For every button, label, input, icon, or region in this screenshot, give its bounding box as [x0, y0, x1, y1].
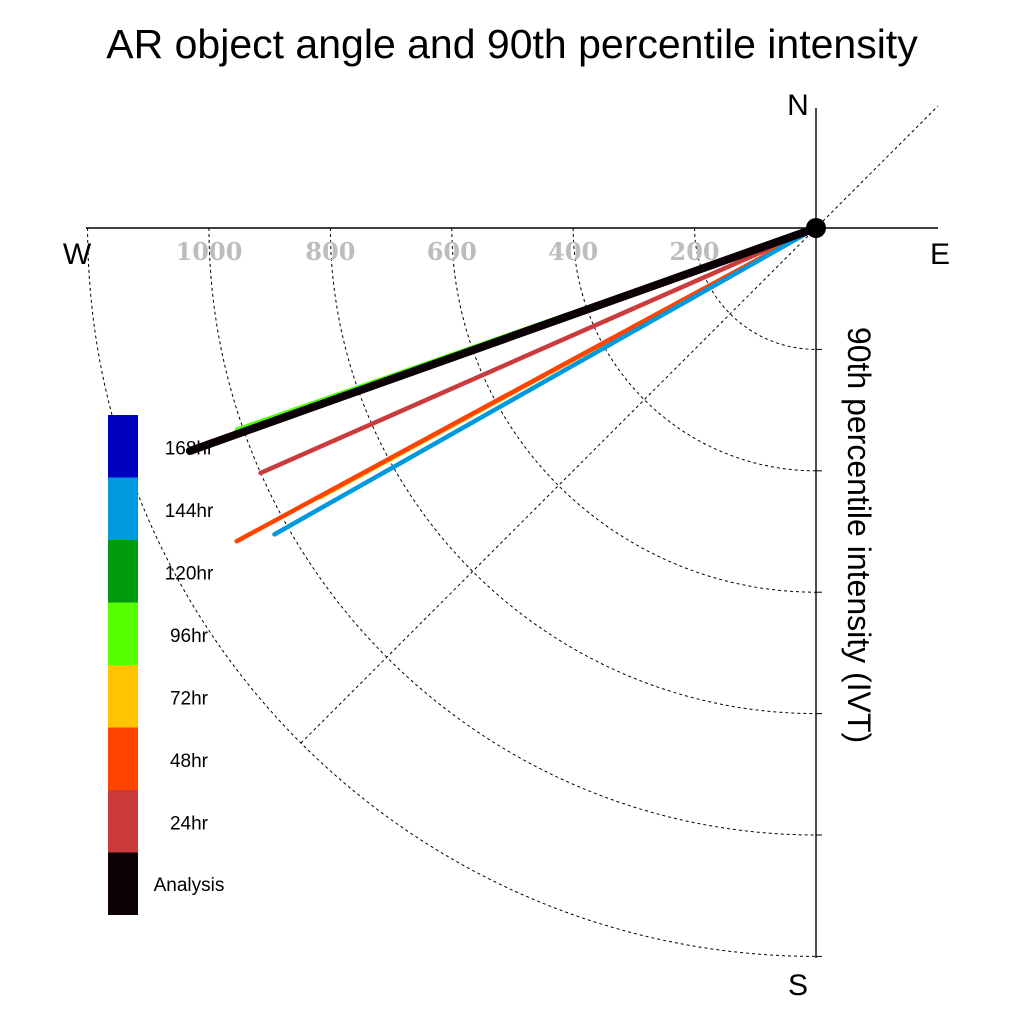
- legend-swatch-24hr: [108, 790, 138, 853]
- tick-label-800: 800: [305, 237, 355, 266]
- legend-swatch-168hr: [108, 415, 138, 478]
- grid-ring-800: [329, 227, 817, 715]
- legend-label-72hr: 72hr: [170, 688, 209, 709]
- legend-swatch-96hr: [108, 602, 138, 665]
- legend-label-24hr: 24hr: [170, 813, 209, 834]
- tick-label-600: 600: [427, 237, 477, 266]
- radial-axis-label: 90th percentile intensity (IVT): [841, 327, 877, 743]
- tick-label-1000: 1000: [176, 237, 243, 266]
- south-label: S: [788, 969, 808, 1002]
- east-label: E: [930, 238, 950, 271]
- legend-swatch-analysis: [108, 852, 138, 915]
- legend-label-analysis: Analysis: [154, 875, 225, 896]
- tick-label-400: 400: [548, 237, 598, 266]
- legend-label-96hr: 96hr: [170, 626, 209, 647]
- series-line-144hr: [272, 225, 819, 537]
- legend-swatch-72hr: [108, 665, 138, 728]
- grid-ring-600: [451, 227, 817, 593]
- grid-ring-1000: [208, 227, 817, 836]
- origin-marker: [806, 218, 826, 238]
- series-line-analysis: [185, 224, 820, 455]
- legend-label-48hr: 48hr: [170, 751, 209, 772]
- grid-diagonal: [300, 105, 939, 744]
- series-lines: [185, 224, 820, 544]
- legend-label-168hr: 168hr: [165, 438, 214, 459]
- west-label: W: [63, 238, 92, 271]
- grid-ring-200: [694, 227, 817, 350]
- legend-label-120hr: 120hr: [165, 563, 214, 584]
- legend-swatch-48hr: [108, 727, 138, 790]
- series-line-24hr: [258, 225, 819, 476]
- chart-title: AR object angle and 90th percentile inte…: [106, 21, 918, 67]
- legend: 168hr 144hr 120hr 96hr 72hr 48hr 24hr Analysis: [108, 415, 224, 915]
- legend-swatch-120hr: [108, 540, 138, 603]
- north-label: N: [787, 89, 809, 122]
- legend-swatch-144hr: [108, 477, 138, 540]
- polar-grid: [87, 105, 939, 957]
- grid-ring-400: [572, 227, 817, 472]
- legend-label-144hr: 144hr: [165, 501, 214, 522]
